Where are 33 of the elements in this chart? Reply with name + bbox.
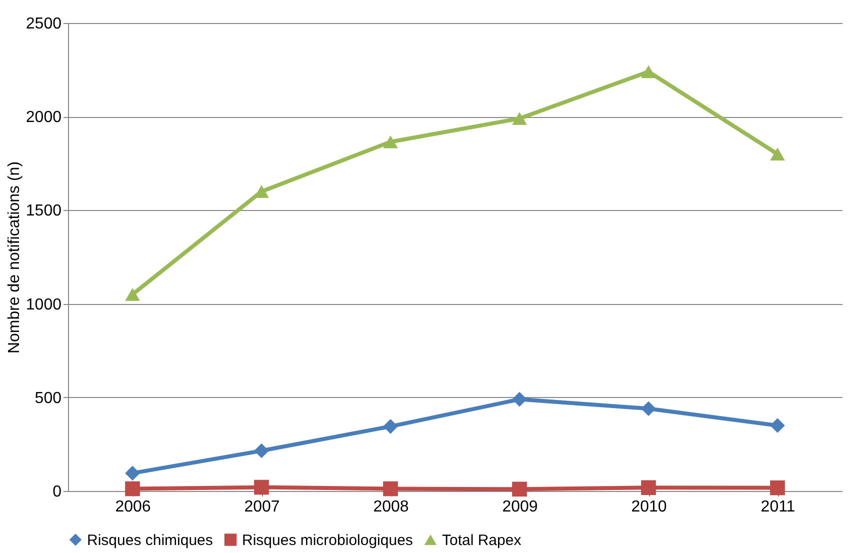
y-tick-label: 1000 bbox=[26, 296, 62, 314]
y-tick-label: 500 bbox=[34, 390, 62, 407]
y-tick-label: 2000 bbox=[26, 109, 62, 126]
y-tick-label: 1500 bbox=[26, 202, 62, 220]
legend-label: Risques chimiques bbox=[87, 532, 213, 549]
y-tick-label: 0 bbox=[52, 484, 62, 500]
x-tick-label: 2010 bbox=[631, 498, 667, 516]
y-axis-title: Nombre de notifications (n) bbox=[6, 161, 23, 354]
x-tick-label: 2007 bbox=[244, 498, 280, 516]
point bbox=[512, 392, 527, 407]
y-tick-label: 2500 bbox=[26, 16, 62, 32]
x-tick-label: 2006 bbox=[115, 498, 151, 516]
point bbox=[641, 65, 656, 78]
point bbox=[254, 443, 269, 458]
point bbox=[125, 481, 140, 496]
x-tick-label: 2009 bbox=[502, 498, 538, 516]
point bbox=[383, 135, 398, 148]
point bbox=[512, 482, 527, 497]
x-tick-label: 2008 bbox=[373, 498, 409, 516]
legend-label: Total Rapex bbox=[442, 532, 522, 549]
point bbox=[770, 418, 785, 433]
point bbox=[512, 112, 527, 125]
point bbox=[125, 466, 140, 481]
point bbox=[770, 148, 785, 160]
x-tick-label: 2011 bbox=[760, 498, 796, 516]
point bbox=[125, 288, 140, 301]
point bbox=[383, 419, 398, 434]
point bbox=[641, 480, 656, 496]
point bbox=[254, 480, 269, 495]
point bbox=[770, 480, 785, 496]
point bbox=[641, 401, 656, 416]
legend-label: Risques microbiologiques bbox=[242, 532, 413, 549]
point bbox=[383, 481, 398, 496]
